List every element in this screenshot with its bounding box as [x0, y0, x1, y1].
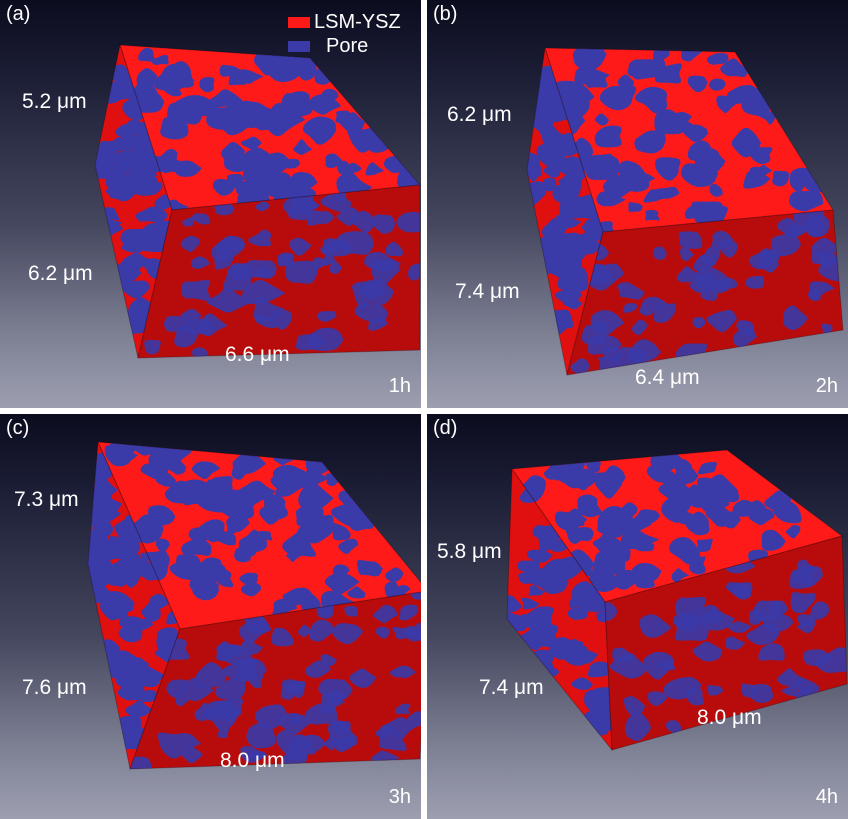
dim-label-top-d: 5.8 μm	[437, 540, 502, 563]
legend-swatch-blue	[288, 40, 310, 52]
time-label-a: 1h	[388, 375, 411, 397]
pore-network-right	[605, 556, 847, 741]
legend-label-pore: Pore	[326, 34, 369, 57]
dim-label-side-d: 7.4 μm	[479, 676, 544, 699]
legend-item-pore: Pore	[288, 34, 401, 58]
dim-label-side-b: 7.4 μm	[455, 280, 520, 303]
legend-swatch-red	[288, 16, 310, 28]
dim-label-top-b: 6.2 μm	[447, 103, 512, 126]
cube-face-left	[95, 45, 172, 358]
dim-label-bottom-b: 6.4 μm	[635, 366, 700, 389]
dim-label-bottom-a: 6.6 μm	[225, 343, 290, 366]
dim-label-side-a: 6.2 μm	[28, 262, 93, 285]
dim-label-top-a: 5.2 μm	[22, 90, 87, 113]
panel-label-b: (b)	[433, 3, 458, 25]
cube-render-a	[94, 43, 421, 359]
dim-label-side-c: 7.6 μm	[22, 676, 87, 699]
dim-label-top-c: 7.3 μm	[14, 488, 79, 511]
cube-render-c	[87, 441, 421, 771]
cube-render-d	[506, 449, 848, 752]
pore-network-right	[144, 188, 420, 358]
cube-face-left	[88, 442, 180, 769]
cube-render-b	[526, 47, 844, 376]
time-label-b: 2h	[815, 375, 838, 397]
time-label-c: 3h	[388, 786, 411, 808]
pore-network-right	[130, 591, 421, 769]
panel-label-a: (a)	[6, 3, 31, 25]
panel-label-d: (d)	[433, 417, 458, 439]
pore-network-top	[131, 48, 420, 210]
panel-a: (a) 5.2 μm 6.2 μm 6.6 μm 1h	[0, 0, 421, 408]
legend: LSM-YSZ Pore	[288, 10, 401, 58]
pore-network-top	[518, 450, 802, 593]
dim-label-bottom-d: 8.0 μm	[697, 706, 762, 729]
time-label-d: 4h	[815, 786, 838, 808]
pore-network-top	[554, 48, 831, 232]
panel-b: (b) 6.2 μm 7.4 μm 6.4 μm 2h	[427, 0, 848, 408]
panel-c: (c) 7.3 μm 7.6 μm 8.0 μm 3h	[0, 414, 421, 819]
legend-item-lsm-ysz: LSM-YSZ	[288, 10, 401, 34]
panel-d: (d) 5.8 μm 7.4 μm 8.0 μm 4h	[427, 414, 848, 819]
legend-label-lsm-ysz: LSM-YSZ	[314, 10, 401, 33]
pore-network-left	[88, 452, 180, 750]
dim-label-bottom-c: 8.0 μm	[220, 749, 285, 772]
panel-label-c: (c)	[6, 417, 30, 439]
